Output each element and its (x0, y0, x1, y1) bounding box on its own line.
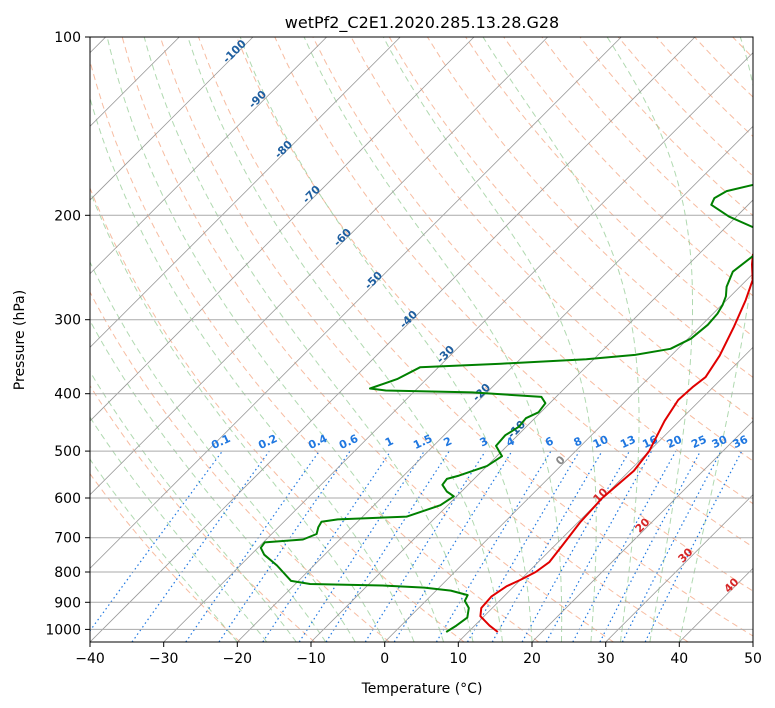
moist-adiabat (187, 37, 503, 642)
y-axis-title: Pressure (hPa) (12, 290, 28, 390)
moist-adiabat (90, 319, 327, 642)
mixing-ratio-label: 10 (591, 433, 611, 451)
dry-adiabat (236, 37, 753, 592)
isotherm (310, 199, 753, 642)
axes: −40 −30 −20 −10 0 10 20 30 40 50 1000 900 800 700 600 5… (45, 30, 762, 667)
x-tick-label: 10 (449, 651, 467, 667)
x-tick-label: 20 (523, 651, 541, 667)
plot-background (90, 37, 753, 642)
x-tick-label: 0 (380, 651, 389, 667)
dry-adiabat (90, 472, 241, 642)
y-tick-label: 600 (54, 491, 81, 507)
dry-adiabat (90, 59, 540, 642)
moist-adiabat (106, 37, 445, 642)
isotherm (90, 37, 254, 201)
moist-adiabat (90, 370, 297, 642)
mixing-ratio-line (298, 450, 425, 642)
x-tick-label: −20 (223, 651, 253, 667)
dry-adiabat (771, 37, 775, 642)
mixing-ratio-label: 20 (665, 433, 685, 451)
dry-adiabat (159, 37, 689, 642)
y-tick-label: 200 (54, 208, 81, 224)
x-tick-label: 40 (670, 651, 688, 667)
y-tick-label: 900 (54, 595, 81, 611)
dry-adiabat (465, 37, 753, 338)
background-lines (90, 37, 775, 642)
moist-adiabat (90, 458, 238, 642)
isotherm (90, 37, 696, 642)
mixing-ratio-line (325, 450, 450, 642)
dry-adiabat (90, 291, 390, 642)
moist-adiabat (90, 189, 386, 642)
isotherm (90, 37, 548, 496)
y-tick-label: 1000 (45, 622, 81, 638)
x-tick-label: −10 (296, 651, 326, 667)
dry-adiabat (503, 37, 753, 297)
chart-title: wetPf2_C2E1.2020.285.13.28.G28 (285, 13, 559, 33)
mixing-ratio-line (599, 450, 702, 642)
y-tick-label: 700 (54, 531, 81, 547)
y-tick-label: 800 (54, 565, 81, 581)
isotherm (752, 641, 753, 642)
mixing-ratio-line (218, 450, 351, 642)
dry-adiabat (121, 37, 614, 642)
dry-adiabat (312, 37, 753, 505)
moist-adiabat (90, 416, 268, 642)
isotherm (90, 37, 327, 275)
x-axis-title: Temperature (°C) (361, 681, 483, 697)
profile-lines (259, 183, 753, 633)
isotherm (163, 52, 753, 642)
isotherm (237, 125, 753, 642)
mixing-ratio-label: 13 (618, 433, 637, 451)
isotherm (90, 37, 475, 422)
x-tick-label: −30 (149, 651, 179, 667)
isotherm (605, 494, 753, 642)
mixing-ratio-line (466, 450, 580, 642)
y-tick-label: 400 (54, 387, 81, 403)
mixing-ratio-label: 30 (710, 433, 730, 451)
isotherm (90, 37, 622, 569)
dry-adiabat (90, 186, 465, 642)
mixing-ratio-line (435, 450, 552, 642)
moist-adiabat (482, 37, 640, 642)
dry-adiabat (388, 37, 753, 420)
moist-adiabat (90, 260, 356, 642)
mixing-ratio-line (572, 450, 677, 642)
moist-adiabat (678, 37, 753, 642)
isotherm (531, 420, 753, 642)
y-tick-label: 500 (54, 444, 81, 460)
mixing-ratio-label: 36 (731, 433, 751, 451)
moist-adiabat (382, 37, 597, 642)
dry-adiabat (426, 37, 753, 378)
mixing-ratio-line (185, 450, 320, 642)
dry-adiabat (274, 37, 753, 548)
dry-adiabat (350, 37, 753, 462)
x-tick-label: −40 (75, 651, 105, 667)
moist-adiabat (239, 37, 533, 642)
isotherm (458, 346, 753, 642)
y-tick-label: 100 (54, 30, 81, 46)
isotherm (90, 37, 401, 348)
y-tick-label: 300 (54, 313, 81, 329)
x-tick-label: 50 (744, 651, 762, 667)
mixing-ratio-line (262, 450, 392, 642)
plot-frame (89, 36, 754, 643)
dry-adiabat (90, 384, 316, 642)
mixing-ratio-line (364, 450, 486, 642)
moist-adiabat (143, 37, 474, 642)
moist-adiabat (303, 37, 563, 642)
dewpoint-profile (259, 183, 753, 633)
mixing-ratio-label: 25 (689, 433, 708, 451)
moist-adiabat (606, 37, 693, 642)
x-tick-label: 30 (597, 651, 615, 667)
temperature-profile (479, 253, 753, 633)
